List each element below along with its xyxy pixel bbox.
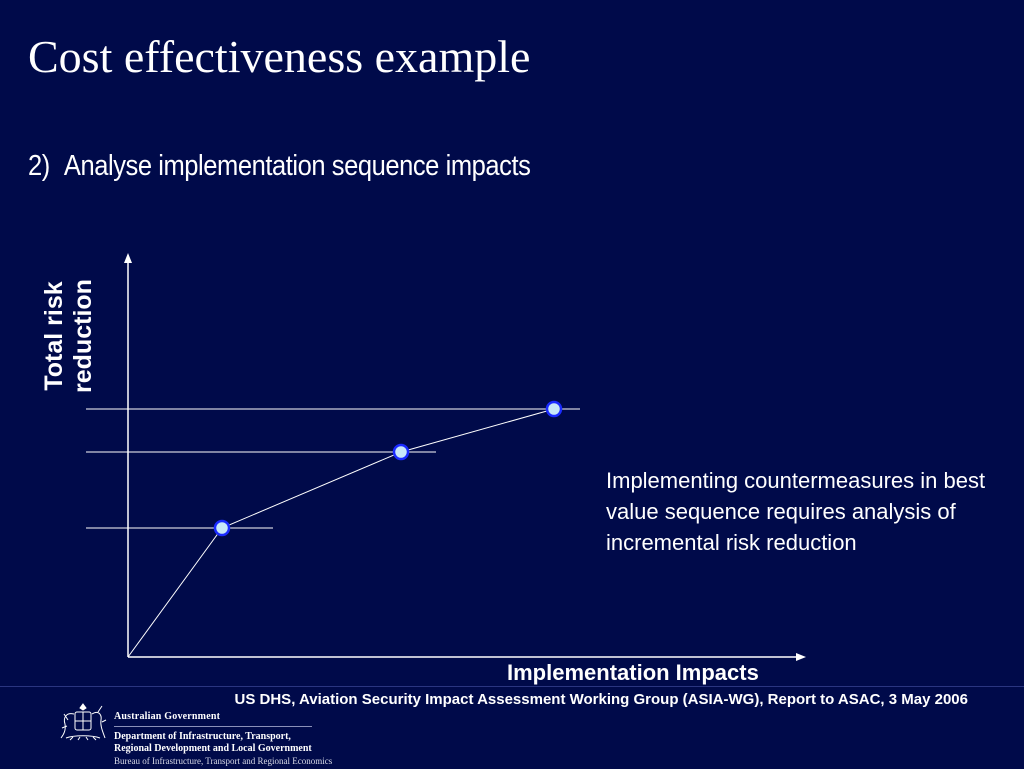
- sequence-point-1: [213, 519, 231, 537]
- subtitle-number: 2): [28, 150, 50, 182]
- y-axis-label: Total risk reduction: [40, 276, 98, 396]
- government-name: Australian Government: [114, 711, 221, 722]
- y-axis-label-line1: Total risk: [40, 281, 68, 391]
- source-citation: US DHS, Aviation Security Impact Assessm…: [234, 691, 968, 708]
- department-line-2: Regional Development and Local Governmen…: [114, 743, 312, 754]
- coat-of-arms-icon: [60, 703, 107, 741]
- x-axis-label: Implementation Impacts: [507, 660, 759, 685]
- explanatory-note: Implementing countermeasures in best val…: [606, 468, 986, 555]
- department-line-1: Department of Infrastructure, Transport,: [114, 731, 291, 742]
- footer: [0, 686, 1024, 769]
- y-axis-label-line2: reduction: [69, 279, 97, 393]
- branding-divider: [114, 726, 312, 727]
- subtitle-text: Analyse implementation sequence impacts: [63, 150, 531, 182]
- risk-reduction-curve: [127, 408, 555, 658]
- x-axis-arrowhead: [796, 653, 806, 661]
- government-branding: Australian Government Department of Infr…: [114, 711, 332, 767]
- bureau-name: Bureau of Infrastructure, Transport and …: [114, 756, 333, 766]
- sequence-point-3: [545, 400, 563, 418]
- y-axis-arrowhead: [124, 253, 132, 263]
- sequence-point-2: [392, 443, 410, 461]
- slide-title: Cost effectiveness example: [28, 31, 531, 82]
- slide-subtitle: 2) Analyse implementation sequence impac…: [28, 150, 531, 183]
